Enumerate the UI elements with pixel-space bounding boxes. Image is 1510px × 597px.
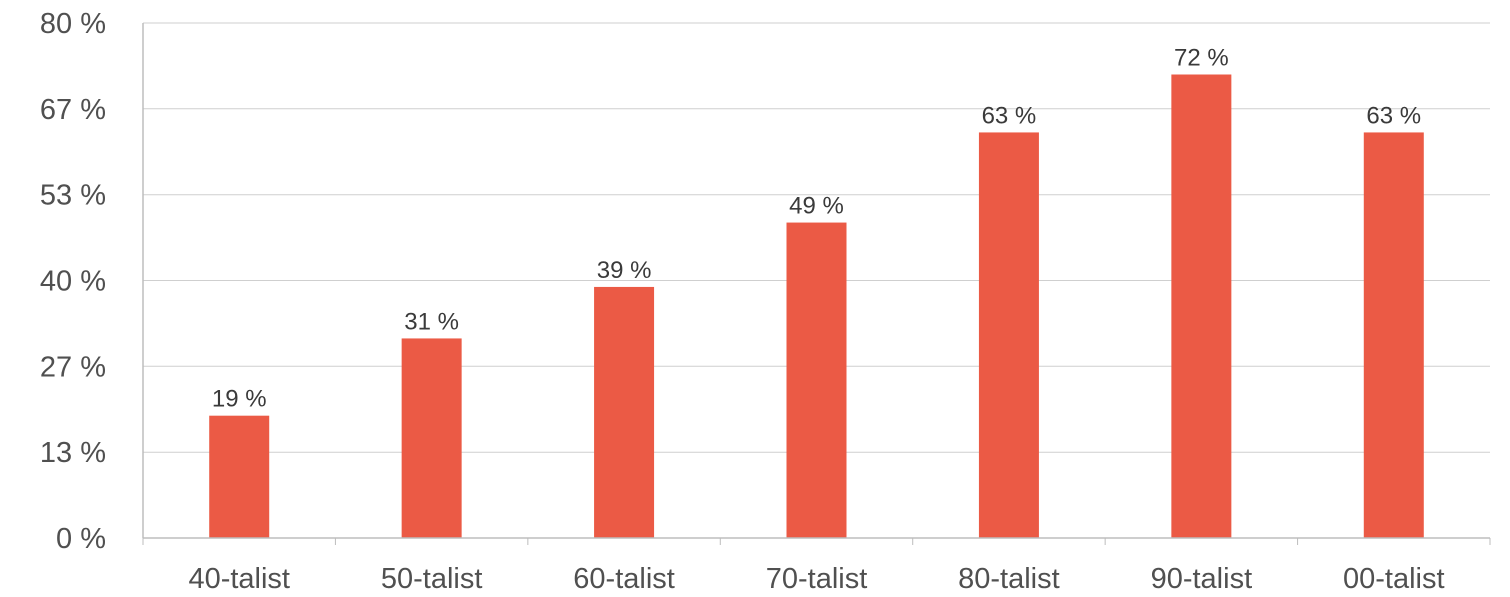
bars — [209, 74, 1424, 538]
bar-40-talist — [209, 415, 270, 538]
bar-50-talist — [401, 338, 462, 538]
x-tick-label: 00-talist — [1343, 563, 1445, 595]
labels: 0 % 13 % 27 % 40 % 53 % 67 % 80 % 19 % 40-talist… — [40, 8, 1445, 595]
bar-value-label: 39 % — [597, 257, 652, 284]
x-tick-label: 60-talist — [573, 563, 675, 595]
x-tick-label: 80-talist — [958, 563, 1060, 595]
bar-90-talist — [1171, 74, 1232, 538]
y-tick-label: 53 % — [40, 180, 106, 212]
y-tick-label: 0 % — [56, 523, 106, 555]
y-tick-label: 27 % — [40, 351, 106, 383]
x-tick-label: 50-talist — [381, 563, 483, 595]
bar-value-label: 19 % — [212, 386, 267, 413]
bar-value-label: 63 % — [1366, 102, 1421, 129]
y-tick-label: 67 % — [40, 94, 106, 126]
bar-70-talist — [786, 222, 847, 538]
x-tick-label: 70-talist — [766, 563, 868, 595]
x-tick-label: 40-talist — [188, 563, 290, 595]
bar-60-talist — [594, 286, 655, 538]
bar-value-label: 63 % — [982, 102, 1037, 129]
bar-value-label: 72 % — [1174, 45, 1229, 72]
y-tick-label: 40 % — [40, 266, 106, 298]
y-tick-label: 80 % — [40, 8, 106, 40]
bar-value-label: 31 % — [404, 308, 459, 335]
bar-00-talist — [1363, 132, 1424, 538]
y-tick-label: 13 % — [40, 437, 106, 469]
bar-80-talist — [978, 132, 1039, 538]
x-tick-label: 90-talist — [1151, 563, 1253, 595]
axes — [142, 23, 1491, 545]
bar-value-label: 49 % — [789, 193, 844, 220]
